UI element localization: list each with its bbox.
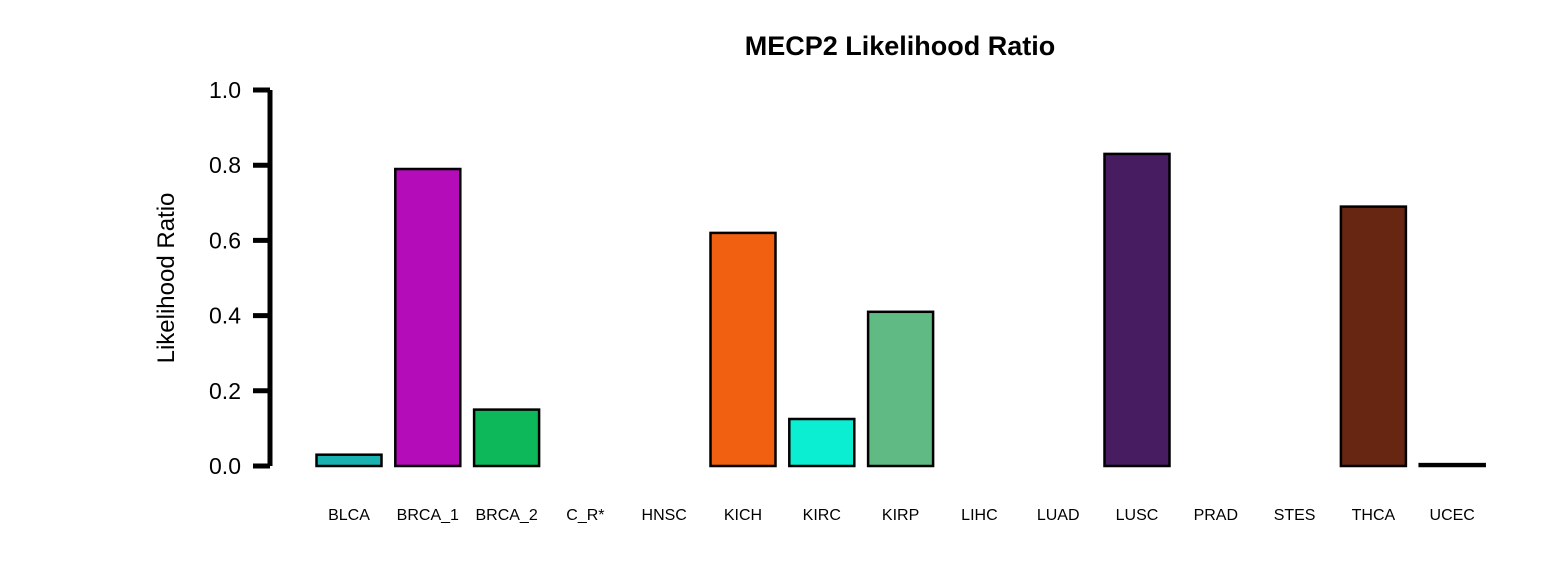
y-tick-label: 0.2 bbox=[209, 378, 241, 404]
y-tick-label: 0.0 bbox=[209, 453, 241, 479]
bar-kirp bbox=[866, 310, 935, 468]
x-tick-label: LIHC bbox=[961, 507, 997, 524]
bar-brca-2 bbox=[472, 408, 541, 468]
x-tick-label: LUSC bbox=[1116, 507, 1159, 524]
bar-kirc bbox=[788, 417, 856, 468]
bar-lusc bbox=[1103, 152, 1171, 468]
x-tick-label: UCEC bbox=[1430, 507, 1475, 524]
y-tick-label: 1.0 bbox=[209, 77, 241, 103]
x-tick-label: BRCA_2 bbox=[475, 507, 537, 524]
x-tick-label: C_R* bbox=[566, 507, 604, 524]
x-tick-label: KICH bbox=[724, 507, 762, 524]
bar-brca-1 bbox=[394, 167, 462, 468]
y-axis-label: Likelihood Ratio bbox=[153, 193, 180, 364]
x-tick-label: KIRC bbox=[803, 507, 841, 524]
bars-group bbox=[315, 152, 1486, 468]
bar-ucec bbox=[1418, 462, 1486, 468]
y-tick-label: 0.4 bbox=[209, 303, 241, 329]
bar-blca bbox=[315, 453, 383, 468]
y-tick-label: 0.8 bbox=[209, 152, 241, 178]
x-tick-label: HNSC bbox=[642, 507, 687, 524]
x-axis-labels: BLCA BRCA_1 BRCA_2 C_R* HNSC KICH KIRC KIRP LIHC… bbox=[328, 507, 1475, 524]
chart-title: MECP2 Likelihood Ratio bbox=[745, 31, 1056, 61]
x-tick-label: KIRP bbox=[882, 507, 919, 524]
y-tick-label: 0.6 bbox=[209, 227, 241, 253]
x-tick-label: STES bbox=[1274, 507, 1316, 524]
x-tick-label: LUAD bbox=[1037, 507, 1080, 524]
bar-kich bbox=[709, 231, 777, 468]
y-axis: 0.0 0.2 0.4 0.6 0.8 1.0 bbox=[209, 77, 273, 479]
x-tick-label: PRAD bbox=[1194, 507, 1238, 524]
x-tick-label: THCA bbox=[1352, 507, 1396, 524]
bar-thca bbox=[1339, 205, 1408, 468]
x-tick-label: BLCA bbox=[328, 507, 370, 524]
x-tick-label: BRCA_1 bbox=[397, 507, 459, 524]
